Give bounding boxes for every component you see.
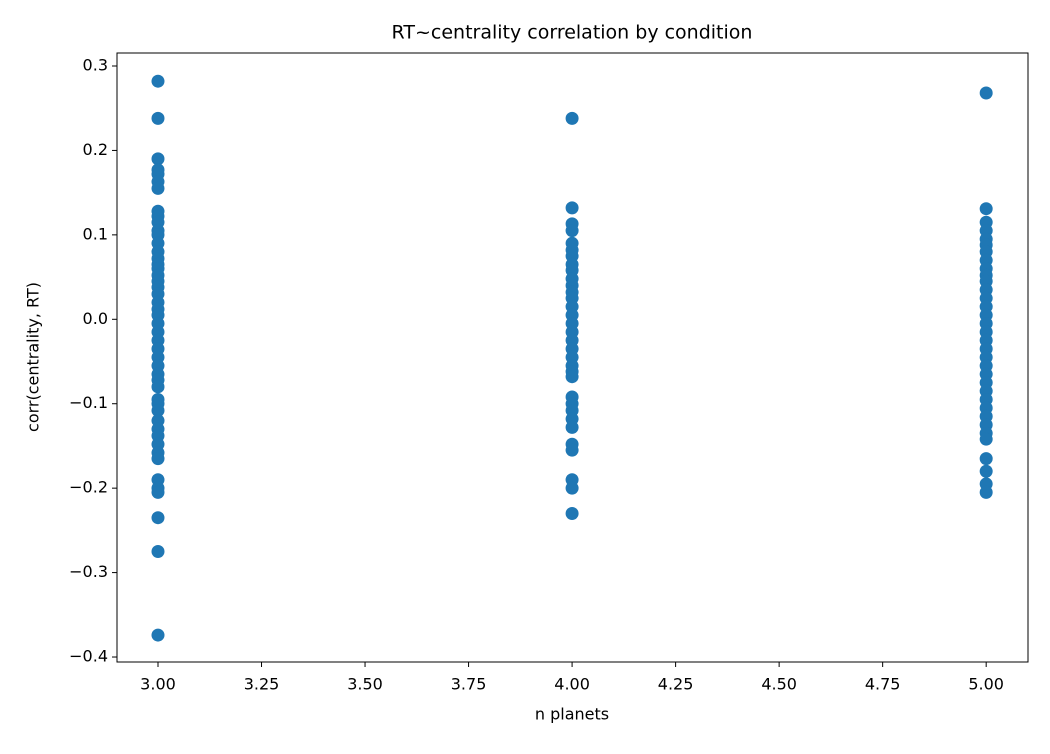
point bbox=[151, 403, 165, 417]
point bbox=[151, 485, 165, 499]
point bbox=[565, 201, 579, 215]
y-tick-label: −0.1 bbox=[69, 393, 108, 412]
point bbox=[565, 443, 579, 457]
point bbox=[565, 506, 579, 520]
point bbox=[151, 380, 165, 394]
point bbox=[979, 432, 993, 446]
y-tick-label: 0.2 bbox=[83, 140, 108, 159]
point bbox=[151, 628, 165, 642]
y-tick-label: −0.4 bbox=[69, 647, 108, 666]
x-tick-label: 3.75 bbox=[451, 675, 487, 694]
point bbox=[151, 74, 165, 88]
x-tick-label: 5.00 bbox=[968, 675, 1004, 694]
point bbox=[565, 224, 579, 238]
point bbox=[151, 511, 165, 525]
x-tick-label: 4.50 bbox=[761, 675, 797, 694]
point bbox=[151, 181, 165, 195]
point bbox=[979, 86, 993, 100]
x-tick-label: 4.25 bbox=[658, 675, 694, 694]
y-axis-label: corr(centrality, RT) bbox=[24, 282, 43, 432]
x-tick-label: 3.50 bbox=[347, 675, 383, 694]
x-tick-label: 4.75 bbox=[865, 675, 901, 694]
y-tick-label: −0.3 bbox=[69, 562, 108, 581]
plot-frame bbox=[116, 52, 1029, 663]
y-tick-label: 0.0 bbox=[83, 309, 108, 328]
x-axis-label: n planets bbox=[535, 705, 609, 724]
chart-title: RT~centrality correlation by condition bbox=[392, 22, 753, 44]
point bbox=[979, 485, 993, 499]
x-tick-label: 3.25 bbox=[244, 675, 280, 694]
point bbox=[565, 111, 579, 125]
point bbox=[565, 370, 579, 384]
point bbox=[151, 452, 165, 466]
point bbox=[565, 420, 579, 434]
point bbox=[151, 111, 165, 125]
point bbox=[979, 452, 993, 466]
point bbox=[151, 152, 165, 166]
y-tick-label: −0.2 bbox=[69, 478, 108, 497]
y-tick-label: 0.3 bbox=[83, 56, 108, 75]
point bbox=[565, 481, 579, 495]
x-tick-label: 4.00 bbox=[554, 675, 590, 694]
point bbox=[979, 202, 993, 216]
point bbox=[979, 464, 993, 478]
y-tick-label: 0.1 bbox=[83, 224, 108, 243]
point bbox=[151, 544, 165, 558]
x-tick-label: 3.00 bbox=[140, 675, 176, 694]
